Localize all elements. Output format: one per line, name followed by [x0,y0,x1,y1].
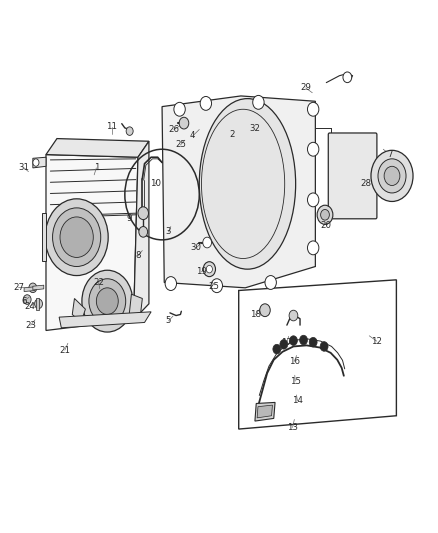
Ellipse shape [199,99,296,269]
Text: 26: 26 [168,125,180,134]
Text: 32: 32 [249,125,261,133]
Polygon shape [257,405,272,418]
Text: 31: 31 [18,164,30,172]
Text: 13: 13 [287,423,298,432]
FancyBboxPatch shape [328,133,377,219]
Polygon shape [46,155,138,330]
Text: 7: 7 [387,150,392,159]
Circle shape [60,217,93,257]
Circle shape [203,237,212,248]
Text: 12: 12 [371,337,382,345]
Text: 29: 29 [300,84,311,92]
Text: 19: 19 [196,268,207,276]
Circle shape [206,265,212,273]
Circle shape [165,277,177,290]
Polygon shape [36,298,39,310]
Circle shape [320,342,328,351]
Text: 22: 22 [93,278,104,287]
Text: 24: 24 [24,302,35,311]
Circle shape [317,205,333,224]
Circle shape [289,310,298,321]
Circle shape [53,208,101,266]
Circle shape [179,117,189,129]
Polygon shape [129,294,142,317]
Polygon shape [255,402,275,421]
Circle shape [300,335,307,345]
Text: 17: 17 [281,338,293,346]
Text: 4: 4 [190,132,195,140]
Polygon shape [72,298,85,322]
Text: 11: 11 [106,123,117,131]
Circle shape [253,95,264,109]
Polygon shape [46,139,149,157]
Polygon shape [239,280,396,429]
Circle shape [203,262,215,277]
Text: 15: 15 [290,377,301,385]
Text: 30: 30 [191,244,202,252]
Circle shape [309,337,317,347]
Text: 28: 28 [360,180,371,188]
Circle shape [82,270,133,332]
Polygon shape [162,96,315,288]
Circle shape [273,344,281,354]
Text: 6: 6 [21,297,27,305]
Circle shape [378,159,406,193]
Text: 27: 27 [13,283,24,292]
Text: 9: 9 [127,214,132,223]
Text: 18: 18 [250,310,261,319]
Circle shape [290,336,297,345]
Text: 16: 16 [289,357,300,366]
Circle shape [29,283,37,293]
Text: 8: 8 [135,252,141,260]
Text: 3: 3 [166,228,171,236]
Circle shape [384,166,400,185]
Text: 2: 2 [230,130,235,139]
Circle shape [321,209,329,220]
Text: 14: 14 [292,397,303,405]
Text: 21: 21 [59,346,71,354]
Text: 1: 1 [94,164,99,172]
Circle shape [307,102,319,116]
Circle shape [307,241,319,255]
Circle shape [33,159,39,166]
Circle shape [307,142,319,156]
Circle shape [23,295,31,304]
Polygon shape [42,213,46,261]
Polygon shape [24,287,35,292]
Circle shape [343,72,352,83]
Circle shape [265,276,276,289]
Circle shape [126,127,133,135]
Text: 20: 20 [321,222,332,230]
Circle shape [139,227,148,237]
Text: 25: 25 [208,282,219,291]
Circle shape [45,199,108,276]
Polygon shape [33,285,44,290]
Text: 25: 25 [175,141,186,149]
Circle shape [371,150,413,201]
Circle shape [211,279,223,293]
Text: 10: 10 [150,180,161,188]
Circle shape [307,193,319,207]
Circle shape [89,279,126,324]
Polygon shape [33,157,46,168]
Text: 5: 5 [166,317,171,325]
Circle shape [280,340,288,349]
Circle shape [138,207,148,220]
Circle shape [174,102,185,116]
Circle shape [260,304,270,317]
Polygon shape [59,312,151,328]
Circle shape [200,96,212,110]
Circle shape [96,288,118,314]
Polygon shape [134,141,149,320]
Circle shape [35,299,42,309]
Text: 23: 23 [25,321,36,329]
